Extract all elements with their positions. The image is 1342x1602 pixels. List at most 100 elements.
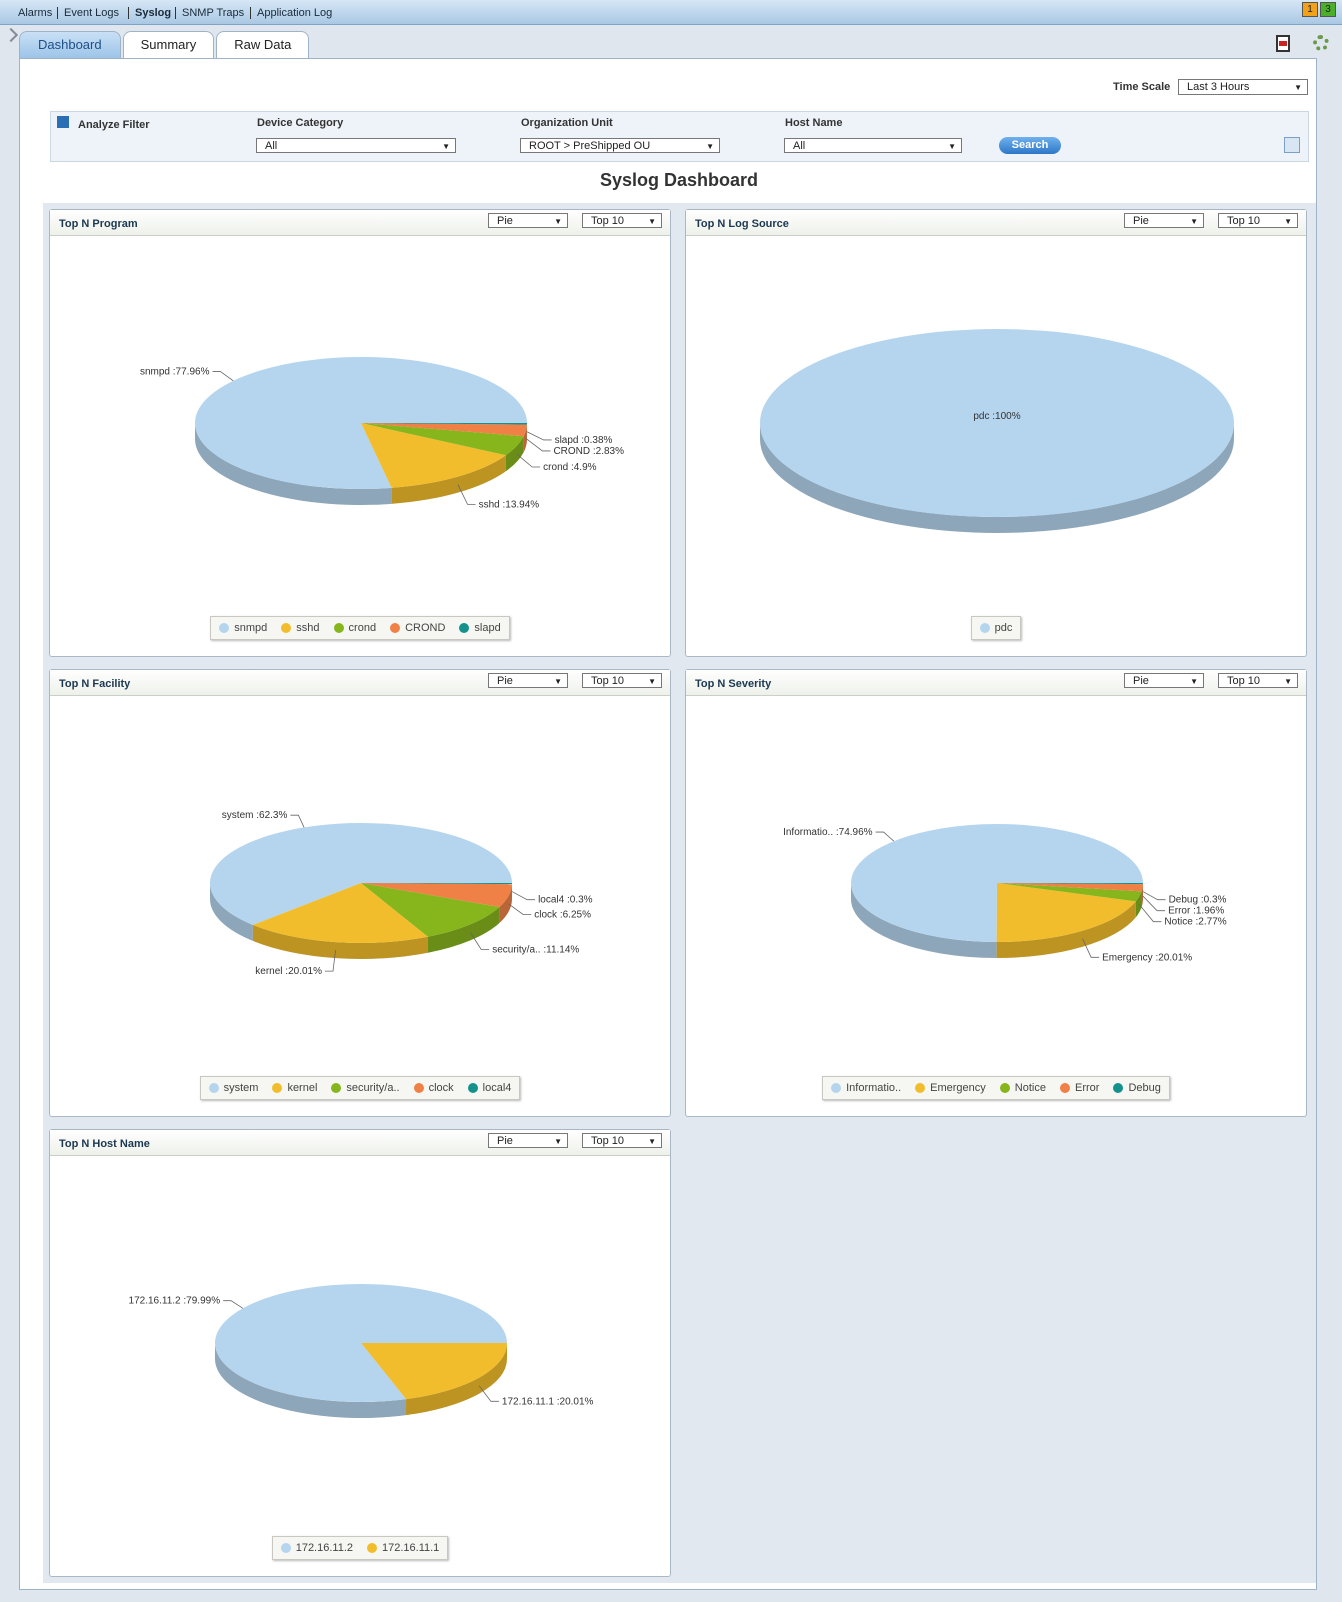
- pie-slice: [997, 883, 1143, 892]
- filter-select[interactable]: All: [784, 138, 962, 154]
- legend-item[interactable]: Error: [1059, 1082, 1099, 1094]
- search-button[interactable]: Search: [999, 137, 1061, 154]
- legend-item[interactable]: 172.16.11.1: [367, 1542, 439, 1554]
- legend-item[interactable]: Debug: [1113, 1082, 1161, 1094]
- save-icon[interactable]: [1284, 137, 1300, 153]
- panel-header: Top N Program Pie Top 10: [50, 210, 670, 236]
- collapse-arrow[interactable]: [3, 27, 19, 43]
- pie-slice-side: [1135, 891, 1142, 918]
- legend: system kernel security/a.. clock local4: [199, 1076, 521, 1100]
- nav-link[interactable]: Application Log: [250, 7, 332, 19]
- legend-item[interactable]: snmpd: [219, 622, 267, 634]
- legend-item[interactable]: crond: [333, 622, 377, 634]
- tab[interactable]: Raw Data: [216, 31, 310, 58]
- data-label: Notice :2.77%: [1164, 917, 1226, 928]
- tab[interactable]: Dashboard: [19, 31, 121, 58]
- legend-item[interactable]: Informatio..: [831, 1082, 901, 1094]
- legend-icon: [915, 1083, 926, 1093]
- legend-label: Notice: [1014, 1082, 1046, 1094]
- chart-type-select[interactable]: Pie: [1124, 213, 1204, 229]
- legend-label: CROND: [405, 622, 446, 634]
- pie-slice: [210, 823, 513, 925]
- legend-item[interactable]: Emergency: [915, 1082, 986, 1094]
- pie-chart: pdc :100%: [760, 329, 1234, 533]
- legend-item[interactable]: pdc: [979, 622, 1012, 634]
- pie-slice-side: [996, 901, 1136, 958]
- expand-icon[interactable]: [57, 116, 69, 128]
- chart-type-select[interactable]: Pie: [488, 213, 568, 229]
- data-label: snmpd :77.96%: [140, 367, 210, 378]
- legend-icon: [281, 623, 292, 633]
- pie-slice: [996, 883, 1136, 942]
- pie-slice-side: [252, 924, 428, 959]
- chart-type-select[interactable]: Pie: [1124, 673, 1204, 689]
- leader-line: [325, 950, 336, 972]
- pie-slice-side: [391, 455, 506, 504]
- filter-label: Host Name: [785, 117, 843, 129]
- legend-label: 172.16.11.1: [382, 1542, 440, 1554]
- time-scale-select[interactable]: Last 3 Hours: [1178, 79, 1308, 95]
- top-n-select[interactable]: Top 10: [1218, 673, 1298, 689]
- panel-header: Top N Facility Pie Top 10: [50, 670, 670, 696]
- tab[interactable]: Summary: [122, 31, 215, 58]
- legend-item[interactable]: security/a..: [331, 1082, 400, 1094]
- chart-type-select[interactable]: Pie: [488, 1133, 568, 1149]
- settings-icon[interactable]: [1313, 35, 1329, 51]
- legend-label: Informatio..: [846, 1082, 902, 1094]
- legend-item[interactable]: Notice: [999, 1082, 1046, 1094]
- legend-item[interactable]: CROND: [390, 622, 445, 634]
- legend-item[interactable]: system: [208, 1082, 259, 1094]
- leader-line: [223, 1300, 244, 1309]
- legend-label: 172.16.11.2: [295, 1542, 353, 1554]
- legend-icon: [272, 1083, 283, 1093]
- legend: pdc: [970, 616, 1022, 640]
- pie-slice-side: [760, 423, 1234, 533]
- legend-label: Debug: [1128, 1082, 1161, 1094]
- pie-chart: system :62.3% kernel :20.01% security/a.. …: [210, 810, 593, 977]
- legend-label: clock: [428, 1082, 454, 1094]
- data-label: crond :4.9%: [543, 462, 596, 473]
- legend-label: security/a..: [346, 1082, 400, 1094]
- legend-item[interactable]: kernel: [272, 1082, 317, 1094]
- leader-line: [516, 453, 541, 468]
- nav-link[interactable]: SNMP Traps: [175, 7, 244, 19]
- alarm-badge[interactable]: 3: [1320, 2, 1336, 17]
- top-n-select[interactable]: Top 10: [582, 213, 662, 229]
- chart-type-select[interactable]: Pie: [488, 673, 568, 689]
- top-n-select[interactable]: Top 10: [582, 1133, 662, 1149]
- filter-title: Analyze Filter: [78, 119, 150, 131]
- filter-select[interactable]: ROOT > PreShipped OU: [520, 138, 720, 154]
- top-n-select[interactable]: Top 10: [582, 673, 662, 689]
- legend-item[interactable]: sshd: [281, 622, 320, 634]
- legend-item[interactable]: clock: [413, 1082, 454, 1094]
- leader-line: [478, 1385, 499, 1402]
- panel-title: Top N Log Source: [695, 218, 789, 230]
- pie-slice: [997, 883, 1142, 902]
- legend-icon: [219, 623, 230, 633]
- pdf-icon[interactable]: [1276, 35, 1290, 52]
- legend-item[interactable]: local4: [467, 1082, 511, 1094]
- filter-select[interactable]: All: [256, 138, 456, 154]
- pie-slice: [760, 329, 1234, 517]
- pie-slice: [361, 423, 506, 488]
- legend-item[interactable]: 172.16.11.2: [280, 1542, 353, 1554]
- pie-slice: [252, 883, 428, 943]
- time-scale-label: Time Scale: [1113, 81, 1171, 93]
- legend-icon: [280, 1543, 291, 1553]
- alarm-badge[interactable]: 1: [1302, 2, 1318, 17]
- legend-label: system: [223, 1082, 259, 1094]
- data-label: local4 :0.3%: [538, 895, 593, 906]
- legend-label: kernel: [287, 1082, 318, 1094]
- nav-link[interactable]: Syslog: [128, 7, 171, 19]
- leader-line: [1082, 938, 1100, 958]
- pie-slice-side: [195, 423, 392, 505]
- leader-line: [525, 438, 551, 452]
- pie-slice-side: [499, 884, 512, 924]
- nav-link[interactable]: Alarms: [18, 7, 53, 19]
- top-n-select[interactable]: Top 10: [1218, 213, 1298, 229]
- nav-link[interactable]: Event Logs: [57, 7, 119, 19]
- legend-item[interactable]: slapd: [459, 622, 501, 634]
- pie-chart: snmpd :77.96% sshd :13.94% crond :4.9% CRON…: [140, 357, 624, 510]
- legend-label: crond: [348, 622, 377, 634]
